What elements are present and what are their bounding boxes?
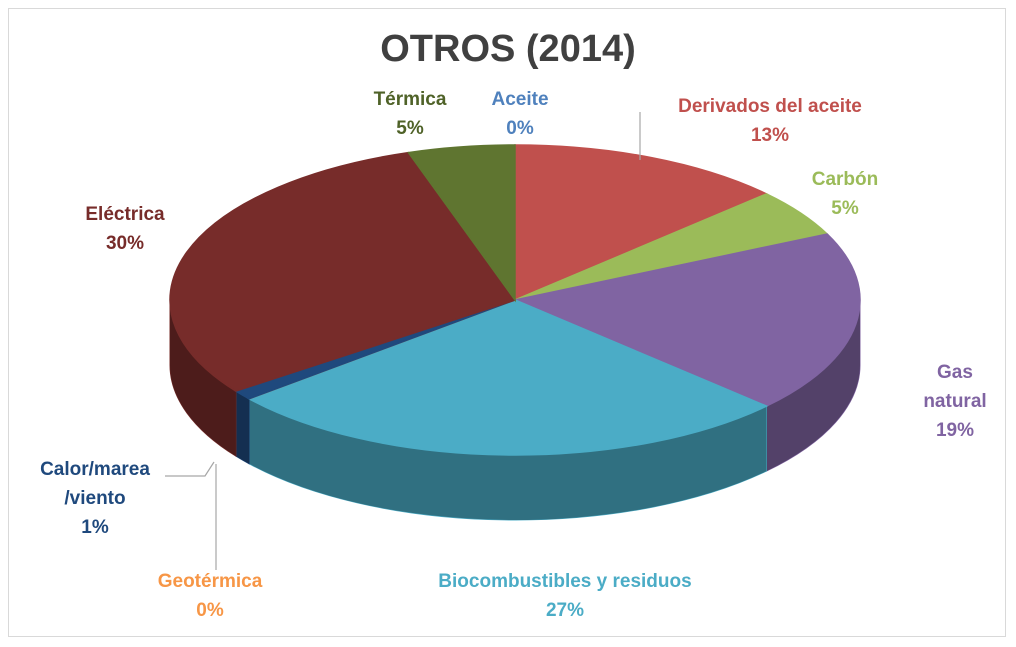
data-label-value: 27% (545, 600, 585, 621)
chart-frame (8, 8, 1006, 637)
data-label-value: 0% (506, 118, 534, 139)
data-label-category: Geotérmica (157, 571, 263, 592)
data-label-category: Aceite (491, 89, 549, 110)
data-label-category: Calor/marea /viento (40, 459, 150, 509)
slice (169, 151, 517, 392)
data-label-category: Derivados del aceite (678, 96, 862, 117)
slice-side-shade (249, 398, 767, 520)
chart-title: OTROS (2014) (380, 28, 636, 70)
data-label-category: Biocombustibles y residuos (438, 571, 692, 592)
data-label-category: Eléctrica (85, 204, 165, 225)
slice (514, 144, 769, 302)
data-label-category: Gas natural (923, 362, 987, 412)
data-label-value: 19% (935, 420, 975, 441)
slice-side-shade (170, 300, 236, 457)
slice (512, 233, 861, 407)
data-label-value: 30% (105, 233, 145, 254)
data-label-value: 1% (81, 517, 109, 538)
leader-line (165, 461, 215, 477)
data-label-category: Térmica (373, 89, 447, 110)
slice-side-shade (766, 300, 860, 472)
data-label-value: 5% (396, 118, 424, 139)
slice (407, 144, 516, 303)
data-label-value: 5% (831, 198, 859, 219)
slice (247, 299, 769, 456)
slice-side-shade (235, 391, 250, 464)
data-label-value: 13% (750, 125, 790, 146)
data-label-category: Carbón (811, 169, 879, 190)
data-label-value: 0% (196, 600, 224, 621)
